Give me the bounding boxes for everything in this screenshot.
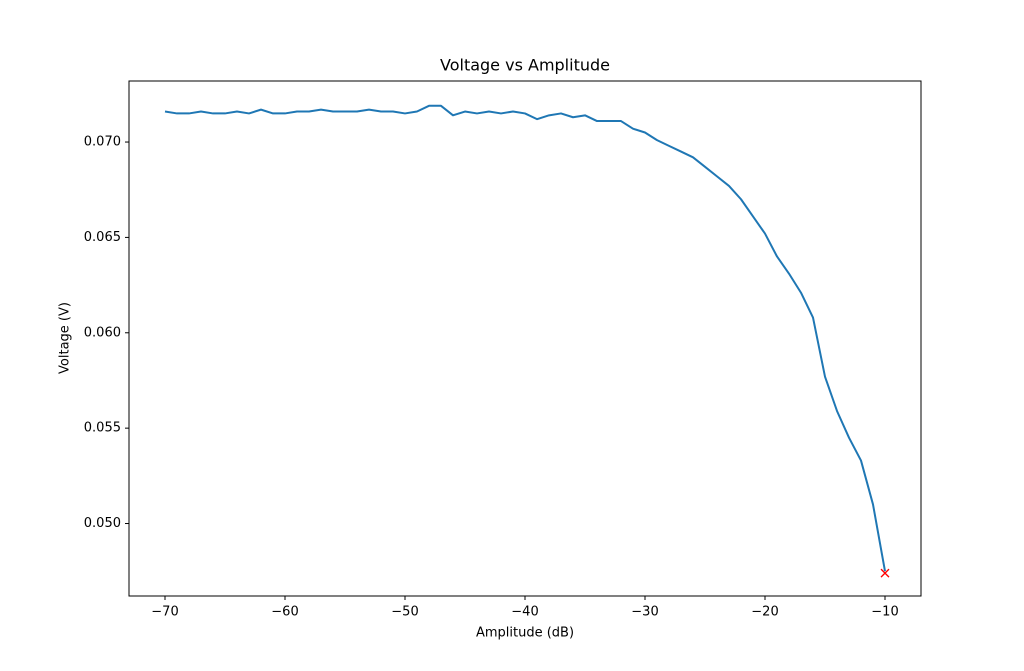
x-tick-label: −60 bbox=[271, 605, 298, 620]
y-axis-label: Voltage (V) bbox=[58, 302, 73, 374]
y-tick-label: 0.055 bbox=[84, 421, 121, 436]
y-tick-label: 0.060 bbox=[84, 325, 121, 340]
x-tick-label: −20 bbox=[751, 605, 778, 620]
x-tick-label: −10 bbox=[871, 605, 898, 620]
x-tick-label: −70 bbox=[151, 605, 178, 620]
y-tick-label: 0.050 bbox=[84, 516, 121, 531]
marker-stroke bbox=[880, 568, 890, 578]
y-tick-label: 0.070 bbox=[84, 135, 121, 150]
data-line bbox=[164, 104, 886, 572]
x-tick-label: −40 bbox=[511, 605, 538, 620]
x-tick-label: −50 bbox=[391, 605, 418, 620]
end-marker bbox=[880, 568, 890, 578]
chart-title: Voltage vs Amplitude bbox=[440, 56, 610, 75]
plot-frame bbox=[128, 80, 922, 597]
y-tick-label: 0.065 bbox=[84, 230, 121, 245]
x-tick-label: −30 bbox=[631, 605, 658, 620]
x-axis-label: Amplitude (dB) bbox=[476, 626, 574, 641]
